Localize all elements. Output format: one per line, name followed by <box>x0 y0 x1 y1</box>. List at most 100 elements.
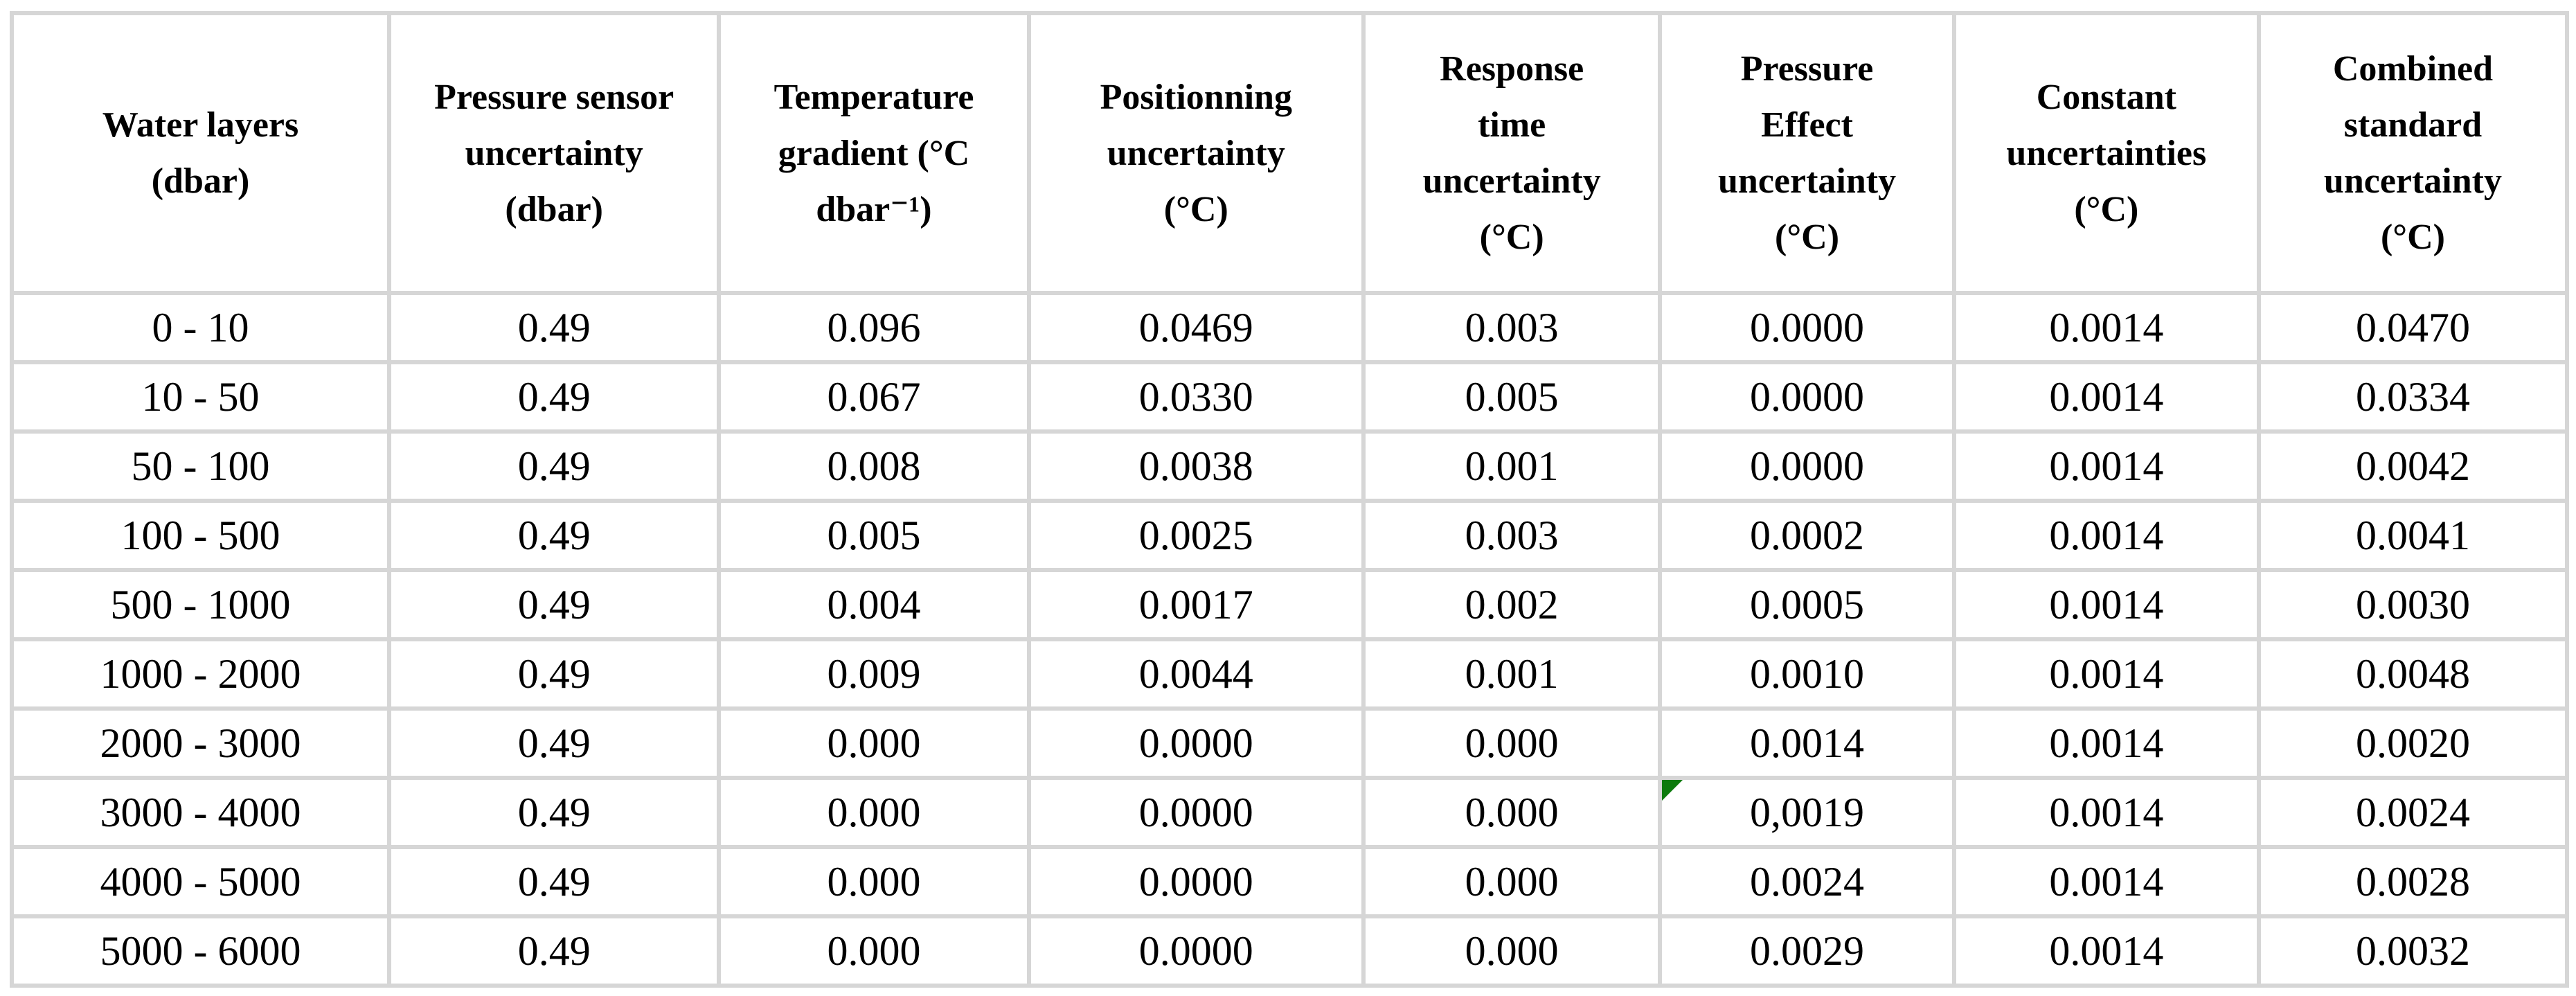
column-header-temperature-gradient: Temperature gradient (°C dbar⁻¹) <box>717 11 1031 295</box>
header-line: (°C) <box>2380 217 2445 257</box>
value-cell: 0.000 <box>717 914 1031 988</box>
cell-text: 0.0330 <box>1138 373 1253 420</box>
cell-text: 0.0469 <box>1138 304 1253 350</box>
row-label-cell: 5000 - 6000 <box>10 914 391 988</box>
value-cell: 0.005 <box>717 499 1031 572</box>
header-line: Pressure sensor <box>434 77 674 117</box>
table-header: Water layers (dbar) Pressure sensor uncerta… <box>10 11 2570 295</box>
column-header-constant-uncertainties: Constant uncertainties (°C) <box>1951 11 2261 295</box>
value-cell: 0.0010 <box>1658 637 1956 711</box>
header-line: Pressure <box>1740 49 1874 89</box>
cell-text: 0.0020 <box>2355 720 2470 766</box>
cell-text: 0.49 <box>517 443 591 489</box>
cell-text: 0.0024 <box>1750 858 1865 905</box>
cell-text: 0.49 <box>517 581 591 628</box>
value-cell: 0.0014 <box>1951 291 2261 364</box>
value-cell: 0.0000 <box>1026 914 1366 988</box>
cell-text: 0.0014 <box>2049 858 2164 905</box>
header-line: gradient (°C <box>778 133 970 173</box>
cell-text: 0.0038 <box>1138 443 1253 489</box>
cell-text: 0.0000 <box>1138 720 1253 766</box>
value-cell: 0,0019 <box>1658 776 1956 849</box>
cell-text: 0.0000 <box>1750 443 1865 489</box>
value-cell: 0.0000 <box>1026 776 1366 849</box>
cell-text: 0.009 <box>827 650 921 697</box>
value-cell: 0.0014 <box>1951 360 2261 434</box>
cell-text: 0.0014 <box>2049 650 2164 697</box>
cell-text: 50 - 100 <box>131 443 270 489</box>
cell-text: 0.0334 <box>2355 373 2470 420</box>
uncertainty-table: Water layers (dbar) Pressure sensor uncerta… <box>10 11 2570 988</box>
value-cell: 0.0469 <box>1026 291 1366 364</box>
value-cell: 0.49 <box>386 360 722 434</box>
header-row: Water layers (dbar) Pressure sensor uncerta… <box>10 11 2570 295</box>
value-cell: 0.0334 <box>2256 360 2570 434</box>
cell-text: 0.0014 <box>2049 304 2164 350</box>
table-row: 4000 - 5000 0.49 0.000 0.0000 0.000 0.0024 0.0… <box>10 845 2570 918</box>
header-line: Positionning <box>1100 77 1292 117</box>
value-cell: 0.0470 <box>2256 291 2570 364</box>
header-line: uncertainties <box>2006 133 2207 173</box>
cell-text: 2000 - 3000 <box>100 720 301 766</box>
value-cell: 0.0014 <box>1658 706 1956 780</box>
header-line: (°C) <box>1775 217 1840 257</box>
cell-text: 0.001 <box>1465 650 1559 697</box>
cell-text: 0.0014 <box>2049 443 2164 489</box>
value-cell: 0.000 <box>1361 706 1663 780</box>
value-cell: 0.067 <box>717 360 1031 434</box>
value-cell: 0.0014 <box>1951 845 2261 918</box>
value-cell: 0.0020 <box>2256 706 2570 780</box>
header-line: uncertainty <box>1107 133 1285 173</box>
value-cell: 0.0000 <box>1658 291 1956 364</box>
column-header-pressure-sensor: Pressure sensor uncertainty (dbar) <box>386 11 722 295</box>
cell-text: 0.49 <box>517 858 591 905</box>
value-cell: 0.0014 <box>1951 429 2261 503</box>
cell-text: 500 - 1000 <box>110 581 291 628</box>
value-cell: 0.0038 <box>1026 429 1366 503</box>
row-label-cell: 3000 - 4000 <box>10 776 391 849</box>
value-cell: 0.0014 <box>1951 776 2261 849</box>
row-label-cell: 10 - 50 <box>10 360 391 434</box>
value-cell: 0.008 <box>717 429 1031 503</box>
value-cell: 0.009 <box>717 637 1031 711</box>
value-cell: 0.004 <box>717 568 1031 641</box>
cell-text: 0.0014 <box>1750 720 1865 766</box>
value-cell: 0.001 <box>1361 429 1663 503</box>
cell-text: 0.49 <box>517 512 591 558</box>
cell-text: 0.49 <box>517 720 591 766</box>
header-line: standard <box>2343 105 2483 145</box>
cell-text: 0.49 <box>517 650 591 697</box>
cell-text: 0.001 <box>1465 443 1559 489</box>
value-cell: 0.0048 <box>2256 637 2570 711</box>
cell-text: 0.0005 <box>1750 581 1865 628</box>
cell-text: 0.0028 <box>2355 858 2470 905</box>
cell-text: 0.004 <box>827 581 921 628</box>
value-cell: 0.0014 <box>1951 568 2261 641</box>
cell-text: 0.0000 <box>1138 858 1253 905</box>
cell-text: 0.000 <box>827 720 921 766</box>
value-cell: 0.49 <box>386 499 722 572</box>
value-cell: 0.000 <box>717 706 1031 780</box>
value-cell: 0.001 <box>1361 637 1663 711</box>
header-line: (°C) <box>2074 189 2139 229</box>
cell-text: 0.000 <box>1465 720 1559 766</box>
header-line: Constant <box>2036 77 2176 117</box>
value-cell: 0.0014 <box>1951 706 2261 780</box>
value-cell: 0.0000 <box>1026 706 1366 780</box>
cell-text: 0.000 <box>1465 858 1559 905</box>
value-cell: 0.096 <box>717 291 1031 364</box>
table-row: 50 - 100 0.49 0.008 0.0038 0.001 0.0000 0.0014… <box>10 429 2570 503</box>
cell-text: 0.0041 <box>2355 512 2470 558</box>
cell-text: 0.0017 <box>1138 581 1253 628</box>
value-cell: 0.005 <box>1361 360 1663 434</box>
cell-text: 1000 - 2000 <box>100 650 301 697</box>
cell-text: 0.0000 <box>1138 927 1253 974</box>
column-header-pressure-effect: Pressure Effect uncertainty (°C) <box>1658 11 1956 295</box>
value-cell: 0.0014 <box>1951 914 2261 988</box>
table-row: 100 - 500 0.49 0.005 0.0025 0.003 0.0002 0.001… <box>10 499 2570 572</box>
cell-text: 0.0024 <box>2355 789 2470 835</box>
value-cell: 0.0330 <box>1026 360 1366 434</box>
cell-text: 0,0019 <box>1750 789 1865 835</box>
row-label-cell: 2000 - 3000 <box>10 706 391 780</box>
value-cell: 0.0042 <box>2256 429 2570 503</box>
